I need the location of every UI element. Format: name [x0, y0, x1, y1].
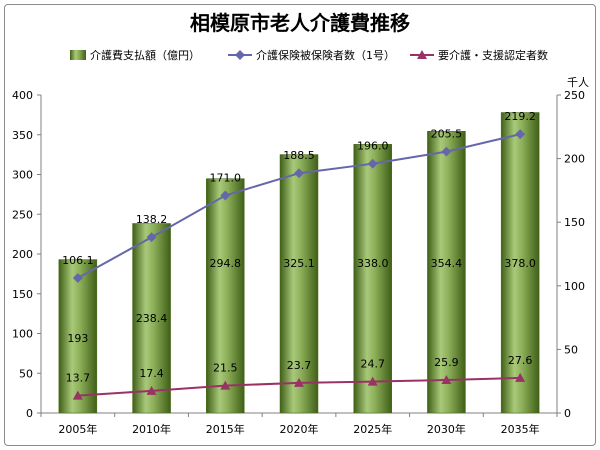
bar-value-label: 378.0	[504, 257, 536, 270]
left-tick-label: 100	[12, 328, 33, 341]
bars	[58, 112, 540, 414]
bar	[206, 178, 245, 414]
insured-value-label: 106.1	[62, 254, 94, 267]
right-tick-label: 50	[564, 343, 578, 356]
certified-point	[515, 372, 526, 382]
right-tick-label: 100	[564, 280, 585, 293]
certified-point	[72, 390, 83, 400]
x-tick-label: 2035年	[501, 422, 540, 436]
x-tick-label: 2025年	[353, 422, 392, 436]
legend-label-bar: 介護費支払額（億円）	[90, 48, 200, 62]
insured-value-label: 196.0	[357, 140, 389, 153]
certified-value-label: 21.5	[213, 362, 238, 375]
legend-label-certified: 要介護・支援認定者数	[438, 48, 548, 62]
left-tick-label: 300	[12, 169, 33, 182]
insured-value-label: 188.5	[283, 149, 315, 162]
axes: 0 50 100 150 200 250 300 350 400 0 50 100 150 200 250 2…	[12, 89, 585, 436]
bar	[500, 112, 540, 414]
bar-value-label: 238.4	[136, 312, 168, 325]
x-tick-label: 2015年	[206, 422, 245, 436]
right-tick-label: 0	[564, 407, 571, 420]
left-tick-label: 250	[12, 208, 33, 221]
certified-point	[294, 377, 304, 387]
insured-point	[441, 146, 452, 157]
bar-value-label: 294.8	[210, 257, 242, 270]
legend-marker-insured	[235, 50, 245, 60]
right-axis-unit: 千人	[567, 76, 589, 89]
legend-marker-certified	[417, 50, 427, 59]
chart-title: 相模原市老人介護費推移	[190, 11, 410, 35]
left-tick-label: 50	[19, 367, 33, 380]
insured-point	[367, 158, 378, 169]
x-tick-label: 2005年	[58, 422, 97, 436]
certified-value-label: 17.4	[139, 367, 164, 380]
legend-item-certified: 要介護・支援認定者数	[410, 48, 548, 62]
insured-value-label: 138.2	[136, 213, 168, 226]
certified-value-label: 25.9	[434, 356, 459, 369]
legend-item-insured: 介護保険被保険者数（1号）	[228, 48, 395, 62]
certified-value-label: 13.7	[66, 372, 91, 385]
data-labels: 193 238.4 294.8 325.1 338.0 354.4 378.0 106.1 13…	[62, 110, 536, 384]
left-tick-label: 0	[26, 407, 33, 420]
legend-label-insured: 介護保険被保険者数（1号）	[256, 48, 395, 62]
bar-value-label: 193	[67, 332, 88, 345]
certified-point	[146, 385, 157, 395]
bar-value-label: 338.0	[357, 257, 389, 270]
left-tick-label: 200	[12, 248, 33, 261]
insured-point	[515, 129, 526, 140]
right-tick-label: 250	[564, 89, 585, 102]
bar	[132, 223, 171, 414]
x-tick-label: 2030年	[427, 422, 466, 436]
bar	[279, 154, 319, 414]
right-tick-label: 200	[564, 153, 585, 166]
certified-point	[220, 380, 231, 390]
lines	[72, 129, 526, 400]
insured-value-label: 219.2	[504, 110, 536, 123]
left-tick-label: 150	[12, 288, 33, 301]
right-tick-label: 150	[564, 216, 585, 229]
certified-value-label: 24.7	[360, 358, 385, 371]
certified-point	[367, 376, 378, 386]
insured-value-label: 205.5	[431, 128, 463, 141]
bar	[353, 144, 392, 414]
certified-point	[441, 375, 452, 385]
insured-value-label: 171.0	[210, 171, 242, 184]
bar-value-label: 354.4	[431, 257, 463, 270]
bar	[427, 131, 466, 414]
bar-value-label: 325.1	[283, 257, 315, 270]
insured-point	[294, 168, 304, 179]
left-tick-label: 400	[12, 89, 33, 102]
certified-value-label: 23.7	[287, 359, 312, 372]
insured-point	[220, 190, 231, 201]
x-tick-label: 2010年	[132, 422, 171, 436]
x-tick-label: 2020年	[280, 422, 319, 436]
legend-swatch-bar	[70, 50, 86, 60]
legend: 介護費支払額（億円） 介護保険被保険者数（1号） 要介護・支援認定者数	[70, 48, 548, 62]
bar	[58, 259, 98, 414]
legend-item-bar: 介護費支払額（億円）	[70, 48, 200, 62]
insured-point	[146, 232, 157, 243]
certified-value-label: 27.6	[508, 354, 533, 367]
left-tick-label: 350	[12, 129, 33, 142]
